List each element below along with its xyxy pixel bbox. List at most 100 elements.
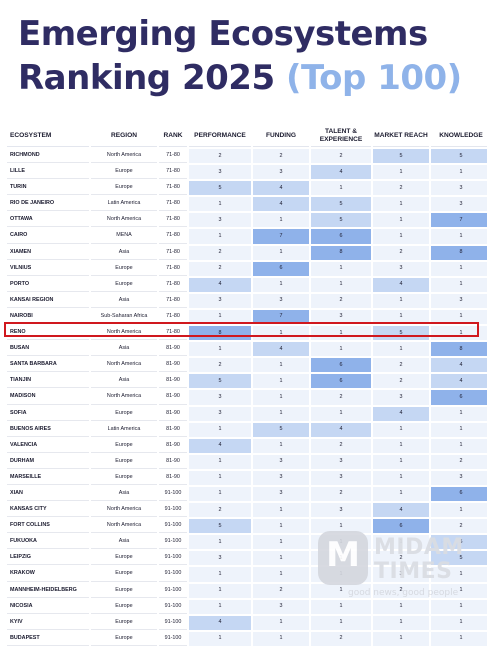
talent-score-cell: 1 xyxy=(311,583,371,598)
rank-cell: 91-100 xyxy=(159,487,187,502)
rank-cell: 91-100 xyxy=(159,519,187,534)
table-row: FORT COLLINS North America 91-100 5 1 1 6 2 xyxy=(7,519,487,534)
performance-score-cell: 1 xyxy=(189,535,251,550)
performance-score-cell: 3 xyxy=(189,390,251,405)
performance-score-cell: 1 xyxy=(189,454,251,469)
performance-score-cell: 1 xyxy=(189,309,251,325)
ecosystem-cell: FORT COLLINS xyxy=(7,519,89,534)
table-row: PORTO Europe 71-80 4 1 1 4 1 xyxy=(7,277,487,292)
region-cell: Europe xyxy=(91,584,157,598)
funding-score-cell: 1 xyxy=(253,438,309,453)
title-main: Emerging Ecosystems Ranking 2025 xyxy=(18,14,428,98)
ecosystem-cell: KYIV xyxy=(7,616,89,630)
rank-cell: 81-90 xyxy=(159,374,187,389)
talent-score-cell: 1 xyxy=(311,181,371,196)
funding-score-cell: 3 xyxy=(253,599,309,614)
header-ecosystem: ECOSYSTEM xyxy=(7,126,89,147)
market-score-cell: 2 xyxy=(373,181,429,196)
knowledge-score-cell: 1 xyxy=(431,615,487,630)
knowledge-score-cell: 3 xyxy=(431,470,487,485)
rank-cell: 71-80 xyxy=(159,262,187,276)
market-score-cell: 1 xyxy=(373,213,429,228)
rank-cell: 91-100 xyxy=(159,503,187,518)
ecosystem-cell: OTTAWA xyxy=(7,213,89,228)
ecosystem-cell: DURHAM xyxy=(7,455,89,469)
market-score-cell: 5 xyxy=(373,326,429,341)
region-cell: MENA xyxy=(91,229,157,244)
rank-cell: 71-80 xyxy=(159,165,187,180)
performance-score-cell: 2 xyxy=(189,149,251,164)
talent-score-cell: 2 xyxy=(311,438,371,453)
knowledge-score-cell: 3 xyxy=(431,293,487,308)
rank-cell: 81-90 xyxy=(159,390,187,405)
ecosystem-cell: RIO DE JANEIRO xyxy=(7,197,89,212)
talent-score-cell: 4 xyxy=(311,422,371,437)
table-body: RICHMOND North America 71-80 2 2 2 5 5 LILLE Euro… xyxy=(7,149,487,646)
rank-cell: 81-90 xyxy=(159,439,187,453)
watermark-tagline: good news, good people xyxy=(348,588,459,598)
ecosystem-cell: KANSAI REGION xyxy=(7,294,89,308)
market-score-cell: 1 xyxy=(373,309,429,325)
table-header-row: ECOSYSTEM REGION RANK PERFORMANCE FUNDIN… xyxy=(7,126,487,147)
market-score-cell: 1 xyxy=(373,165,429,180)
market-score-cell: 2 xyxy=(373,358,429,373)
midam-logo-icon: M xyxy=(318,531,368,585)
funding-score-cell: 1 xyxy=(253,277,309,292)
performance-score-cell: 1 xyxy=(189,567,251,582)
ecosystem-cell: SOFIA xyxy=(7,407,89,421)
region-cell: Europe xyxy=(91,165,157,180)
knowledge-score-cell: 8 xyxy=(431,342,487,357)
funding-score-cell: 1 xyxy=(253,519,309,534)
market-score-cell: 1 xyxy=(373,535,429,550)
table-row: NAIROBI Sub-Saharan Africa 71-80 1 7 3 1 1 xyxy=(7,309,487,325)
market-score-cell: 1 xyxy=(373,486,429,502)
knowledge-score-cell: 2 xyxy=(431,519,487,534)
funding-score-cell: 1 xyxy=(253,374,309,389)
knowledge-score-cell: 1 xyxy=(431,503,487,518)
talent-score-cell: 1 xyxy=(311,277,371,292)
knowledge-score-cell: 1 xyxy=(431,567,487,582)
ecosystem-cell: MADISON xyxy=(7,390,89,405)
talent-score-cell: 1 xyxy=(311,406,371,421)
table-row: MANNHEIM-HEIDELBERG Europe 91-100 1 2 1 2 1 xyxy=(7,583,487,598)
funding-score-cell: 1 xyxy=(253,615,309,630)
table-row: KANSAI REGION Asia 71-80 3 3 2 1 3 xyxy=(7,293,487,308)
watermark-name: MIDAM TIMES xyxy=(374,535,464,584)
region-cell: Latin America xyxy=(91,423,157,437)
table-row: RENO North America 71-80 8 1 1 5 1 xyxy=(7,326,487,341)
rank-cell: 91-100 xyxy=(159,551,187,566)
header-rank: RANK xyxy=(159,126,187,147)
talent-score-cell: 8 xyxy=(311,245,371,260)
knowledge-score-cell: 5 xyxy=(431,535,487,550)
talent-score-cell: 2 xyxy=(311,486,371,502)
table-row: RICHMOND North America 71-80 2 2 2 5 5 xyxy=(7,149,487,164)
talent-score-cell: 6 xyxy=(311,358,371,373)
rank-cell: 91-100 xyxy=(159,535,187,550)
table-row: BUENOS AIRES Latin America 81-90 1 5 4 1 1 xyxy=(7,422,487,437)
performance-score-cell: 1 xyxy=(189,486,251,502)
talent-score-cell: 1 xyxy=(311,615,371,630)
funding-score-cell: 3 xyxy=(253,293,309,308)
market-score-cell: 1 xyxy=(373,342,429,357)
table-row: NICOSIA Europe 91-100 1 3 1 1 1 xyxy=(7,599,487,614)
rank-cell: 81-90 xyxy=(159,423,187,437)
region-cell: Latin America xyxy=(91,197,157,212)
region-cell: Europe xyxy=(91,181,157,196)
rank-cell: 71-80 xyxy=(159,213,187,228)
ecosystem-cell: KRAKOW xyxy=(7,567,89,582)
table-row: KANSAS CITY North America 91-100 2 1 3 4 1 xyxy=(7,503,487,518)
table-row: MADISON North America 81-90 3 1 2 3 6 xyxy=(7,390,487,405)
talent-score-cell: 2 xyxy=(311,631,371,646)
rank-cell: 91-100 xyxy=(159,567,187,582)
performance-score-cell: 1 xyxy=(189,583,251,598)
header-market: MARKET REACH xyxy=(373,126,429,147)
table-row: MARSEILLE Europe 81-90 1 3 3 1 3 xyxy=(7,470,487,485)
market-score-cell: 2 xyxy=(373,245,429,260)
performance-score-cell: 4 xyxy=(189,438,251,453)
rank-cell: 81-90 xyxy=(159,471,187,485)
knowledge-score-cell: 4 xyxy=(431,374,487,389)
logo-letter: M xyxy=(326,535,360,575)
header-talent: TALENT & EXPERIENCE xyxy=(311,126,371,147)
table-row: BUSAN Asia 81-90 1 4 1 1 8 xyxy=(7,342,487,357)
knowledge-score-cell: 1 xyxy=(431,631,487,646)
